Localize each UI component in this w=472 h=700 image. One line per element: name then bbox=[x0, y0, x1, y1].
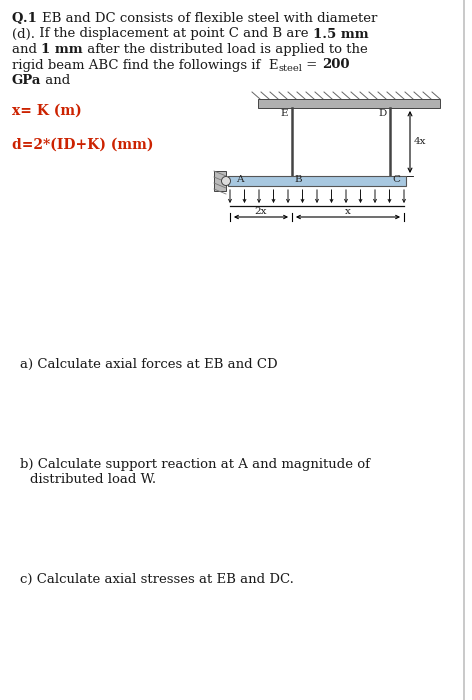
Text: and: and bbox=[12, 43, 41, 56]
Text: 1.5 mm: 1.5 mm bbox=[313, 27, 368, 41]
Circle shape bbox=[221, 176, 230, 186]
Text: B: B bbox=[294, 174, 302, 183]
Text: rigid beam ABC find the followings if  E: rigid beam ABC find the followings if E bbox=[12, 59, 278, 71]
Text: c) Calculate axial stresses at EB and DC.: c) Calculate axial stresses at EB and DC… bbox=[20, 573, 294, 586]
Text: If the displacement at point C and B are: If the displacement at point C and B are bbox=[35, 27, 313, 41]
Text: D: D bbox=[379, 109, 387, 118]
Text: Q.1: Q.1 bbox=[12, 12, 42, 25]
Text: a) Calculate axial forces at EB and CD: a) Calculate axial forces at EB and CD bbox=[20, 358, 278, 371]
Text: 2x: 2x bbox=[255, 207, 267, 216]
Bar bbox=[214, 171, 226, 191]
Text: A: A bbox=[236, 174, 244, 183]
Text: E: E bbox=[280, 109, 288, 118]
Text: x: x bbox=[345, 207, 351, 216]
Text: 1 mm: 1 mm bbox=[41, 43, 83, 56]
Text: 4x: 4x bbox=[414, 137, 427, 146]
Text: C: C bbox=[392, 174, 400, 183]
Text: 200: 200 bbox=[322, 59, 349, 71]
Text: steel: steel bbox=[278, 64, 303, 73]
Text: d=2*(ID+K) (mm): d=2*(ID+K) (mm) bbox=[12, 138, 153, 152]
Text: (d).: (d). bbox=[12, 27, 35, 41]
Text: after the distributed load is applied to the: after the distributed load is applied to… bbox=[83, 43, 368, 56]
Text: GPa: GPa bbox=[12, 74, 42, 87]
Text: distributed load W.: distributed load W. bbox=[30, 473, 156, 486]
Text: EB and DC consists of flexible steel with diameter: EB and DC consists of flexible steel wit… bbox=[42, 12, 377, 25]
Bar bbox=[228, 176, 406, 186]
Text: b) Calculate support reaction at A and magnitude of: b) Calculate support reaction at A and m… bbox=[20, 458, 370, 471]
Text: and: and bbox=[42, 74, 71, 87]
Text: =: = bbox=[303, 59, 322, 71]
Bar bbox=[258, 99, 440, 108]
Text: x= K (m): x= K (m) bbox=[12, 104, 82, 118]
